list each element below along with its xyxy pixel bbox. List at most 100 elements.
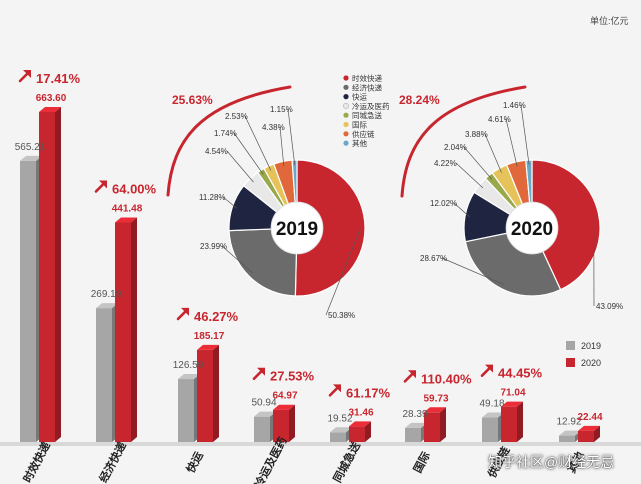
bar-2020-6	[501, 401, 523, 442]
pie-leader-line	[287, 108, 296, 165]
pie-leader-line	[279, 126, 285, 167]
category-label: 国际	[410, 449, 433, 475]
value-label-2019: 28.39	[402, 409, 427, 420]
pie-legend-swatch-7	[343, 140, 349, 146]
pie-center	[270, 201, 324, 255]
growth-arrow-icon	[94, 180, 107, 193]
pie-value-label: 12.02%	[430, 199, 457, 208]
growth-arrow-icon	[403, 370, 416, 383]
bar-2019-7-front	[559, 435, 575, 442]
legend-swatch-2019	[566, 341, 575, 350]
growth-arrow-icon-head	[23, 70, 31, 78]
growth-label: 17.41%	[36, 71, 81, 86]
bar-2020-5-top	[424, 407, 446, 413]
bar-2020-2-top	[197, 344, 219, 350]
growth-arrow-icon-head	[408, 370, 416, 379]
bar-2020-1-top	[115, 217, 137, 223]
bar-2020-7	[578, 425, 600, 442]
bar-2019-1-front	[96, 308, 112, 442]
pie-value-label: 23.99%	[200, 242, 227, 251]
pie-legend-swatch-1	[343, 84, 349, 90]
value-label-2019: 126.59	[173, 360, 204, 371]
bar-2019-1-top	[96, 303, 118, 309]
category-label: 时效快递	[20, 439, 53, 484]
pie-legend-label: 时效快递	[352, 73, 382, 83]
bar-2019-1	[96, 303, 118, 442]
bar-2020-2	[197, 344, 219, 442]
pie-leader-line	[463, 146, 493, 180]
bar-2019-4-top	[330, 427, 352, 433]
growth-label: 64.00%	[112, 181, 157, 196]
growth-arrow-icon	[18, 70, 31, 83]
value-label-2019: 19.52	[327, 413, 352, 424]
pie-value-label: 4.61%	[488, 115, 511, 124]
pie-value-label: 4.54%	[205, 147, 228, 156]
bar-2019-2-front	[178, 379, 194, 442]
pie-growth-label: 25.63%	[172, 93, 213, 107]
bar-2019-6-top	[482, 412, 504, 418]
pie-value-label: 11.28%	[199, 193, 226, 202]
pie-leader-line	[244, 115, 272, 171]
legend-label-2020: 2020	[581, 358, 601, 368]
pie-2020: 2020 43.09% 28.67% 12.02% 4.22% 2.04% 3.88%4.6…	[399, 85, 623, 311]
pie-value-label: 3.88%	[465, 130, 488, 139]
bar-2020-1	[115, 217, 137, 442]
bar-2020-2-front	[197, 349, 213, 442]
value-label-2019: 49.18	[479, 399, 504, 410]
bar-2020-3-front	[273, 409, 289, 442]
baseline	[0, 442, 641, 446]
pie-legend-swatch-0	[343, 75, 349, 81]
bar-2019-0-top	[20, 155, 42, 161]
growth-label: 46.27%	[194, 309, 239, 324]
legend-label-2019: 2019	[581, 341, 601, 351]
bar-2019-7-top	[559, 430, 581, 436]
growth-arc	[400, 85, 527, 198]
category-label: 经济快递	[96, 439, 129, 484]
value-label-2020: 59.73	[423, 393, 448, 404]
pie-leader-line	[221, 245, 253, 274]
pie-value-label: 1.15%	[270, 105, 293, 114]
bar-2020-5-front	[424, 412, 440, 442]
bar-2020-6-side	[517, 401, 523, 442]
growth-arrow-icon	[480, 364, 493, 377]
pie-legend-swatch-6	[343, 131, 349, 137]
value-label-2019: 565.21	[15, 142, 46, 153]
pie-legend-label: 同城急送	[352, 110, 382, 120]
bar-2020-0-side	[55, 107, 61, 442]
bar-2020-0-top	[39, 107, 61, 112]
bar-2020-6-top	[501, 401, 523, 407]
pie-legend-label: 快运	[352, 92, 367, 102]
pie-legend-label: 其他	[352, 138, 367, 148]
pie-leader-line	[441, 257, 504, 285]
pie-slice-0	[531, 159, 601, 291]
pie-leader-line	[455, 162, 484, 189]
pie-leader-line	[484, 133, 502, 173]
growth-label: 27.53%	[270, 369, 315, 384]
value-label-2020: 185.17	[194, 331, 225, 342]
pie-center-label: 2019	[276, 219, 318, 240]
growth-arrow-icon-head	[485, 364, 493, 373]
pie-value-label: 2.53%	[225, 112, 248, 121]
bar-2019-2	[178, 374, 200, 442]
bar-2020-1-front	[115, 222, 131, 442]
legend-swatch-2020	[566, 358, 575, 367]
pie-slice-0	[294, 159, 366, 297]
value-label-2020: 441.48	[112, 203, 143, 214]
category-label: 快运	[183, 449, 206, 476]
bar-2019-6	[482, 412, 504, 442]
pie-value-label: 4.38%	[262, 123, 285, 132]
bar-2019-0	[20, 155, 42, 443]
bar-2020-3-side	[289, 404, 295, 442]
bar-2020-5-side	[440, 407, 446, 442]
value-label-2020: 64.97	[272, 391, 297, 402]
growth-label: 110.40%	[421, 371, 472, 386]
pie-legend-label: 国际	[352, 121, 367, 130]
bar-2020-0-front	[39, 112, 55, 442]
bar-2020-0	[39, 107, 61, 442]
bar-2020-3-top	[273, 404, 295, 410]
bar-2020-2-side	[213, 344, 219, 442]
pie-legend-swatch-4	[343, 112, 349, 118]
pie-leader-line	[226, 150, 254, 183]
growth-arrow-icon-head	[99, 180, 107, 189]
